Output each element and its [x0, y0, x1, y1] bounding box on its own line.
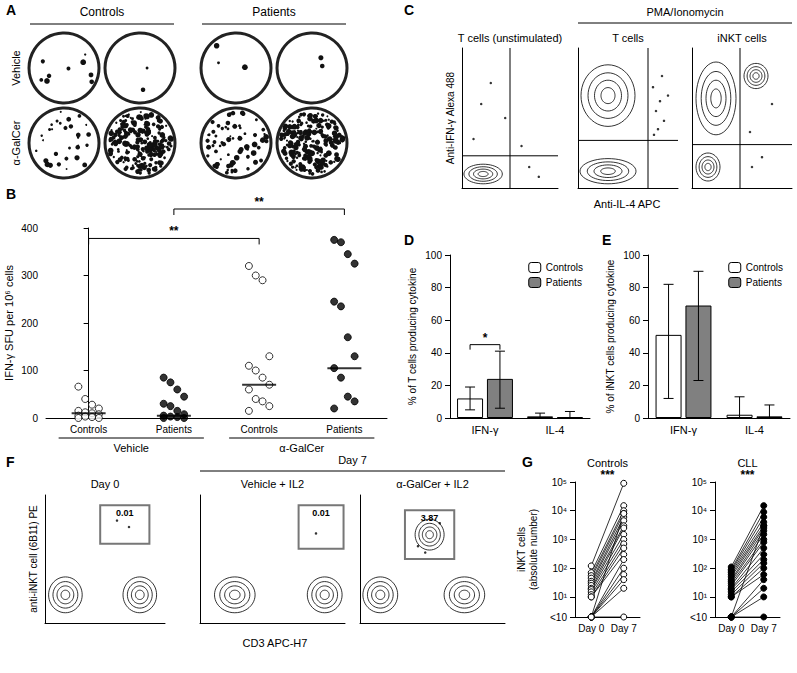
svg-text:Patients: Patients [746, 277, 782, 288]
svg-text:0: 0 [32, 413, 38, 424]
svg-text:% of iNKT cells producing cyto: % of iNKT cells producing cytokine [605, 259, 616, 413]
svg-text:10⁴: 10⁴ [552, 505, 567, 516]
svg-text:T cells: T cells [612, 32, 644, 44]
svg-text:***: *** [600, 468, 614, 482]
svg-text:Anti-IL-4 APC: Anti-IL-4 APC [594, 198, 661, 210]
svg-text:A: A [6, 2, 16, 18]
svg-text:Day 0: Day 0 [578, 623, 605, 634]
svg-text:10⁵: 10⁵ [552, 477, 567, 488]
svg-text:G: G [522, 454, 533, 470]
svg-text:10¹: 10¹ [693, 591, 708, 602]
svg-text:Day 7: Day 7 [751, 623, 778, 634]
svg-text:80: 80 [431, 282, 443, 293]
svg-text:20: 20 [629, 380, 641, 391]
svg-text:Patients: Patients [326, 424, 362, 435]
svg-text:Controls: Controls [80, 5, 125, 19]
svg-text:Controls: Controls [70, 424, 107, 435]
svg-text:200: 200 [21, 318, 38, 329]
svg-text:iNKT cells: iNKT cells [717, 32, 767, 44]
svg-text:Patients: Patients [546, 277, 582, 288]
svg-text:Day 7: Day 7 [611, 623, 638, 634]
svg-text:T cells (unstimulated): T cells (unstimulated) [458, 32, 562, 44]
svg-text:CD3 APC-H7: CD3 APC-H7 [243, 637, 308, 649]
svg-text:80: 80 [629, 282, 641, 293]
svg-text:40: 40 [629, 347, 641, 358]
svg-text:Controls: Controls [546, 262, 583, 273]
svg-text:**: ** [254, 195, 264, 209]
svg-text:IFN-γ: IFN-γ [472, 424, 499, 436]
svg-text:400: 400 [21, 223, 38, 234]
svg-text:10³: 10³ [693, 534, 708, 545]
svg-text:40: 40 [431, 347, 443, 358]
svg-text:Controls: Controls [746, 262, 783, 273]
svg-text:Patients: Patients [156, 424, 192, 435]
svg-text:Patients: Patients [252, 5, 295, 19]
svg-text:CLL: CLL [737, 457, 758, 469]
svg-text:iNKT cells: iNKT cells [516, 527, 527, 572]
svg-text:0.01: 0.01 [312, 508, 330, 518]
svg-text:**: ** [169, 224, 179, 238]
svg-text:10²: 10² [693, 563, 708, 574]
svg-text:Anti-IFN-γ Alexa 488: Anti-IFN-γ Alexa 488 [445, 71, 456, 164]
svg-text:α-GalCer: α-GalCer [279, 442, 324, 454]
svg-text:Controls: Controls [587, 457, 628, 469]
svg-text:0: 0 [634, 413, 640, 424]
svg-text:PMA/Ionomycin: PMA/Ionomycin [646, 6, 723, 18]
svg-text:10³: 10³ [553, 534, 568, 545]
svg-text:α-GalCer: α-GalCer [10, 120, 22, 165]
svg-text:60: 60 [629, 315, 641, 326]
svg-text:E: E [602, 232, 611, 248]
svg-text:Vehicle: Vehicle [10, 50, 22, 85]
svg-text:D: D [404, 232, 414, 248]
svg-text:IL-4: IL-4 [546, 424, 565, 436]
svg-text:***: *** [740, 468, 754, 482]
svg-text:IL-4: IL-4 [745, 424, 764, 436]
svg-text:100: 100 [623, 250, 640, 261]
svg-text:Day 7: Day 7 [338, 454, 367, 466]
svg-text:α-GalCer + IL2: α-GalCer + IL2 [396, 478, 469, 490]
svg-text:300: 300 [21, 270, 38, 281]
svg-text:100: 100 [425, 250, 442, 261]
svg-text:B: B [6, 186, 16, 202]
svg-text:<10: <10 [690, 612, 707, 623]
svg-text:Day 0: Day 0 [91, 478, 120, 490]
svg-text:10⁵: 10⁵ [692, 477, 707, 488]
svg-text:Controls: Controls [241, 424, 278, 435]
svg-text:(absolute number): (absolute number) [528, 509, 539, 590]
svg-text:3.87: 3.87 [421, 513, 439, 523]
svg-text:IFN-γ SFU per 10⁶ cells: IFN-γ SFU per 10⁶ cells [3, 265, 15, 381]
svg-text:20: 20 [431, 380, 443, 391]
svg-text:Day 0: Day 0 [718, 623, 745, 634]
svg-text:0: 0 [436, 413, 442, 424]
svg-text:IFN-γ: IFN-γ [670, 424, 697, 436]
svg-text:% of T cells producing cytokin: % of T cells producing cytokine [407, 267, 418, 405]
svg-text:60: 60 [431, 315, 443, 326]
svg-text:C: C [404, 2, 414, 18]
svg-text:anti-iNKT cell (6B11) PE: anti-iNKT cell (6B11) PE [28, 505, 39, 613]
svg-text:10¹: 10¹ [553, 591, 568, 602]
svg-text:Vehicle: Vehicle [114, 442, 149, 454]
svg-text:100: 100 [21, 365, 38, 376]
svg-text:10⁴: 10⁴ [692, 505, 707, 516]
svg-text:F: F [6, 454, 15, 470]
svg-text:0.01: 0.01 [116, 508, 134, 518]
svg-text:10²: 10² [553, 563, 568, 574]
svg-text:<10: <10 [550, 612, 567, 623]
svg-text:Vehicle + IL2: Vehicle + IL2 [241, 478, 304, 490]
svg-text:*: * [483, 331, 488, 345]
